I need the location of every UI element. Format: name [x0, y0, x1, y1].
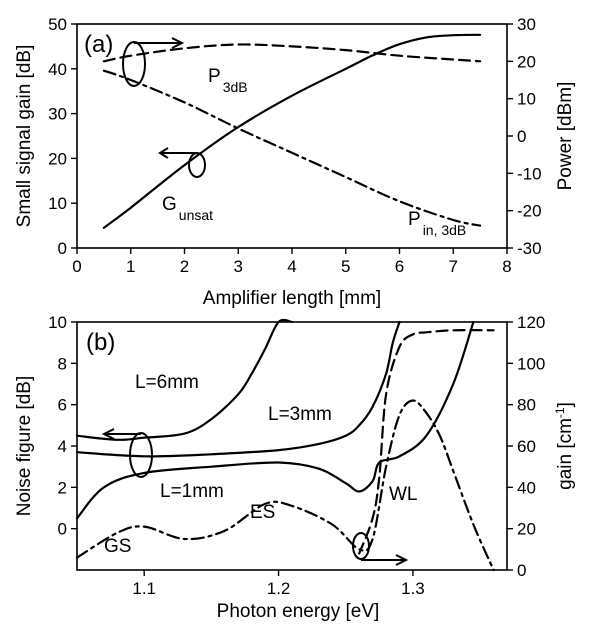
y-left-tick-label-b-1: 2: [58, 478, 67, 497]
label-gunsat-main: G: [162, 194, 177, 215]
y-axis-right-title-b-main: gain [cm: [555, 418, 576, 490]
y-left-tick-label-a-2: 20: [48, 149, 67, 168]
label-wl: WL: [389, 484, 418, 505]
label-pin3db-sub: in, 3dB: [423, 222, 467, 238]
label-l3mm: L=3mm: [268, 404, 332, 425]
label-l6mm: L=6mm: [135, 372, 199, 393]
y-axis-left-title-a: Small signal gain [dB]: [14, 45, 35, 228]
y-left-tick-label-b-5: 10: [48, 313, 67, 332]
y-right-tick-label-a-3: 0: [517, 127, 526, 146]
y-right-tick-label-a-5: 20: [517, 52, 536, 71]
x-axis-title-b: Photon energy [eV]: [217, 601, 380, 622]
label-es: ES: [250, 502, 275, 523]
x-tick-label-b-2: 1.3: [401, 579, 425, 598]
y-left-tick-label-a-5: 50: [48, 15, 67, 34]
y-right-tick-label-b-6: 120: [517, 313, 545, 332]
x-tick-label-a-4: 4: [287, 257, 296, 276]
y-right-tick-label-a-2: -10: [517, 164, 542, 183]
y-left-tick-label-b-4: 8: [58, 354, 67, 373]
y-left-tick-label-a-0: 0: [58, 239, 67, 258]
y-right-tick-label-b-4: 80: [517, 396, 536, 415]
ticks-a: 0 1 2 3 4 5 6 7 8 0 10 20 30 40 50 -30 -20 -10 0 10 20 30: [48, 15, 542, 276]
series-line-a-0: [102, 33, 482, 229]
series-a: [102, 33, 482, 229]
y-right-tick-label-a-6: 30: [517, 15, 536, 34]
y-left-tick-label-a-1: 10: [48, 194, 67, 213]
y-axis-right-title-a: Power [dBm]: [555, 82, 576, 191]
x-tick-label-a-7: 7: [449, 257, 458, 276]
y-right-tick-label-a-4: 10: [517, 90, 536, 109]
x-tick-label-a-1: 1: [126, 257, 135, 276]
axis-marker-arrow-right-b: [361, 554, 409, 566]
label-gunsat-sub: unsat: [179, 207, 213, 223]
series-line-b-3: [75, 399, 495, 572]
series-line-b-2: [75, 320, 475, 520]
y-axis-left-title-b: Noise figure [dB]: [14, 376, 35, 516]
panel-label-a: (a): [84, 31, 113, 58]
label-p3db-sub: 3dB: [223, 79, 248, 95]
y-axis-right-title-b-sup: -1: [553, 407, 567, 418]
x-tick-label-a-0: 0: [72, 257, 81, 276]
y-right-tick-label-b-0: 0: [517, 561, 526, 580]
axis-marker-arrow-left-b: [101, 428, 141, 440]
x-tick-label-a-5: 5: [341, 257, 350, 276]
y-right-tick-label-b-1: 20: [517, 520, 536, 539]
label-p3db: P 3dB: [208, 66, 248, 95]
label-pin3db-main: P: [408, 209, 421, 230]
x-axis-title-a: Amplifier length [mm]: [203, 288, 381, 309]
label-p3db-main: P: [208, 66, 221, 87]
plot-frame-a: [76, 23, 508, 249]
plot-frame-b: [76, 321, 508, 571]
y-axis-right-title-b-end: ]: [555, 402, 576, 407]
y-left-tick-label-b-0: 0: [58, 520, 67, 539]
y-left-tick-label-a-4: 40: [48, 60, 67, 79]
label-l1mm: L=1mm: [160, 481, 224, 502]
x-tick-label-b-1: 1.2: [267, 579, 291, 598]
y-axis-right-title-b: gain [cm-1]: [553, 402, 576, 490]
x-tick-label-a-6: 6: [395, 257, 404, 276]
y-left-tick-label-a-3: 30: [48, 105, 67, 124]
y-right-tick-label-b-5: 100: [517, 354, 545, 373]
series-line-b-0: [75, 318, 294, 441]
y-right-tick-label-a-1: -20: [517, 202, 542, 221]
panel-a: 0 1 2 3 4 5 6 7 8 0 10 20 30 40 50 -30 -20 -10 0 10 20 30 (a)…: [14, 15, 576, 309]
series-line-b-1: [75, 320, 401, 458]
axis-marker-arrow-right: [134, 37, 185, 49]
x-tick-label-b-0: 1.1: [132, 579, 156, 598]
series-line-b-4: [358, 329, 495, 555]
y-right-tick-label-a-0: -30: [517, 239, 542, 258]
x-tick-label-a-3: 3: [234, 257, 243, 276]
series-b: [75, 318, 495, 572]
label-gs: GS: [104, 536, 131, 557]
series-line-a-1: [102, 43, 482, 63]
y-right-tick-label-b-3: 60: [517, 437, 536, 456]
axis-marker-ellipse-right: [122, 41, 146, 87]
y-left-tick-label-b-3: 6: [58, 396, 67, 415]
y-left-tick-label-b-2: 4: [58, 437, 67, 456]
y-right-tick-label-b-2: 40: [517, 478, 536, 497]
series-line-a-2: [102, 69, 482, 227]
x-tick-label-a-2: 2: [180, 257, 189, 276]
x-tick-label-a-8: 8: [502, 257, 511, 276]
axis-marker-arrow-left: [158, 147, 197, 159]
panel-label-b: (b): [86, 329, 115, 356]
